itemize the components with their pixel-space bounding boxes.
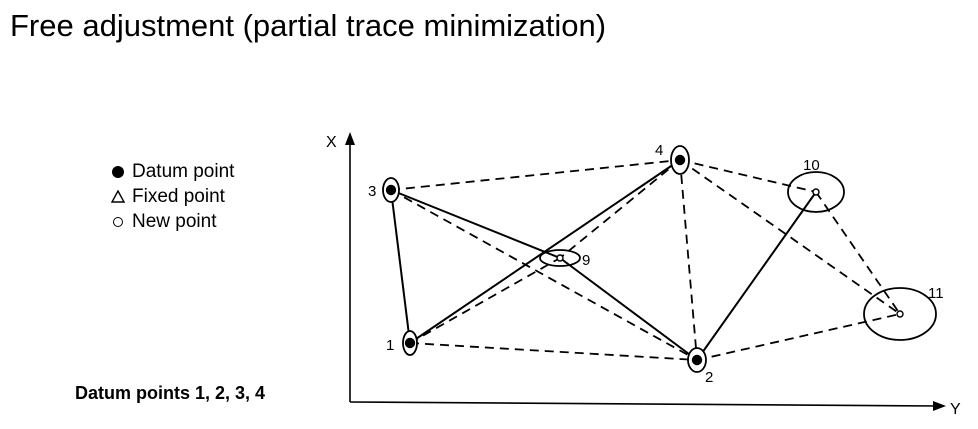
error-ellipses bbox=[382, 145, 937, 373]
legend-label-datum: Datum point bbox=[132, 161, 235, 182]
filled-circle-icon bbox=[108, 165, 128, 178]
point-3 bbox=[385, 184, 397, 196]
point-label-3: 3 bbox=[368, 183, 376, 200]
point-labels: 1 2 3 4 9 10 11 bbox=[368, 142, 944, 386]
open-circle-icon bbox=[108, 216, 128, 227]
point-label-10: 10 bbox=[803, 157, 820, 174]
legend-label-new: New point bbox=[132, 211, 217, 232]
y-axis-arrowhead bbox=[933, 401, 946, 411]
connection-1-4 bbox=[409, 159, 681, 344]
datum-points-caption: Datum points 1, 2, 3, 4 bbox=[75, 383, 266, 403]
point-label-11: 11 bbox=[928, 285, 944, 302]
point-1 bbox=[404, 337, 416, 349]
connection-3-9 bbox=[390, 189, 561, 259]
legend-label-fixed: Fixed point bbox=[132, 186, 225, 207]
x-axis-label: X bbox=[326, 134, 337, 151]
connection-2-10 bbox=[696, 191, 817, 361]
point-label-9: 9 bbox=[582, 252, 590, 269]
legend: Datum point Fixed point New point bbox=[108, 159, 234, 234]
page-title: Free adjustment (partial trace minimizat… bbox=[10, 8, 607, 43]
connection-3-2 bbox=[390, 189, 698, 361]
error-ellipse-9 bbox=[539, 249, 581, 267]
point-10 bbox=[812, 188, 820, 196]
x-axis-arrowhead bbox=[345, 132, 355, 145]
error-ellipse-11 bbox=[863, 287, 937, 341]
y-axis-line bbox=[349, 401, 939, 407]
connection-3-4 bbox=[390, 159, 681, 191]
point-4 bbox=[674, 154, 686, 166]
connection-10-11 bbox=[815, 191, 901, 315]
connection-2-11 bbox=[696, 313, 901, 361]
points bbox=[385, 154, 904, 366]
axes: X Y bbox=[326, 132, 961, 418]
connection-1-2 bbox=[409, 342, 698, 361]
point-label-4: 4 bbox=[655, 142, 663, 159]
connections bbox=[390, 159, 901, 361]
connection-4-10 bbox=[679, 159, 817, 193]
connection-4-2 bbox=[679, 159, 698, 361]
triangle-icon bbox=[108, 190, 128, 203]
y-axis-label: Y bbox=[950, 401, 961, 418]
point-label-1: 1 bbox=[386, 337, 394, 354]
legend-item-fixed: Fixed point bbox=[108, 184, 234, 209]
legend-item-datum: Datum point bbox=[108, 159, 234, 184]
point-9 bbox=[556, 254, 564, 262]
point-2 bbox=[691, 354, 703, 366]
connection-9-2 bbox=[559, 257, 698, 361]
connection-3-1 bbox=[390, 189, 411, 344]
legend-item-new: New point bbox=[108, 209, 234, 234]
error-ellipse-10 bbox=[787, 171, 845, 213]
point-label-2: 2 bbox=[705, 369, 713, 386]
connection-4-9 bbox=[559, 159, 681, 259]
point-11 bbox=[896, 310, 904, 318]
connection-1-9 bbox=[409, 257, 561, 344]
